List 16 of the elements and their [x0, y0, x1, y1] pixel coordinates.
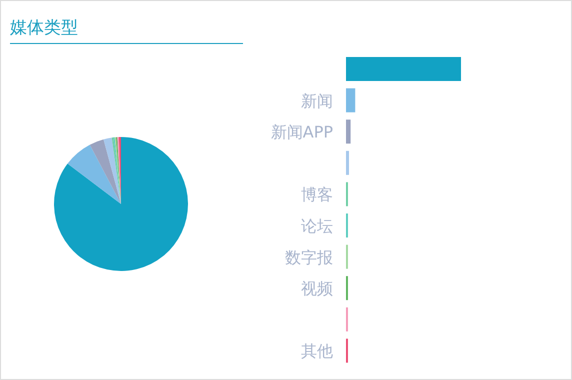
chart-title: 媒体类型 — [10, 18, 78, 38]
y-tick-label: 视频 — [301, 279, 333, 298]
y-tick-label: 新闻 — [301, 91, 333, 110]
y-tick-label: 博客 — [301, 185, 333, 204]
pie-slice — [54, 137, 188, 271]
y-tick-label: 论坛 — [301, 216, 333, 236]
y-tick-label: 其他 — [301, 342, 333, 361]
pie-slice — [68, 144, 121, 204]
bar — [346, 120, 351, 144]
bar — [346, 88, 356, 112]
bar — [346, 150, 349, 175]
pie-slice — [104, 138, 121, 204]
y-tick-label: 新闻APP — [270, 122, 334, 142]
bar — [346, 57, 461, 81]
pie-slice — [90, 139, 121, 204]
y-tick-label: 数字报 — [285, 248, 333, 267]
